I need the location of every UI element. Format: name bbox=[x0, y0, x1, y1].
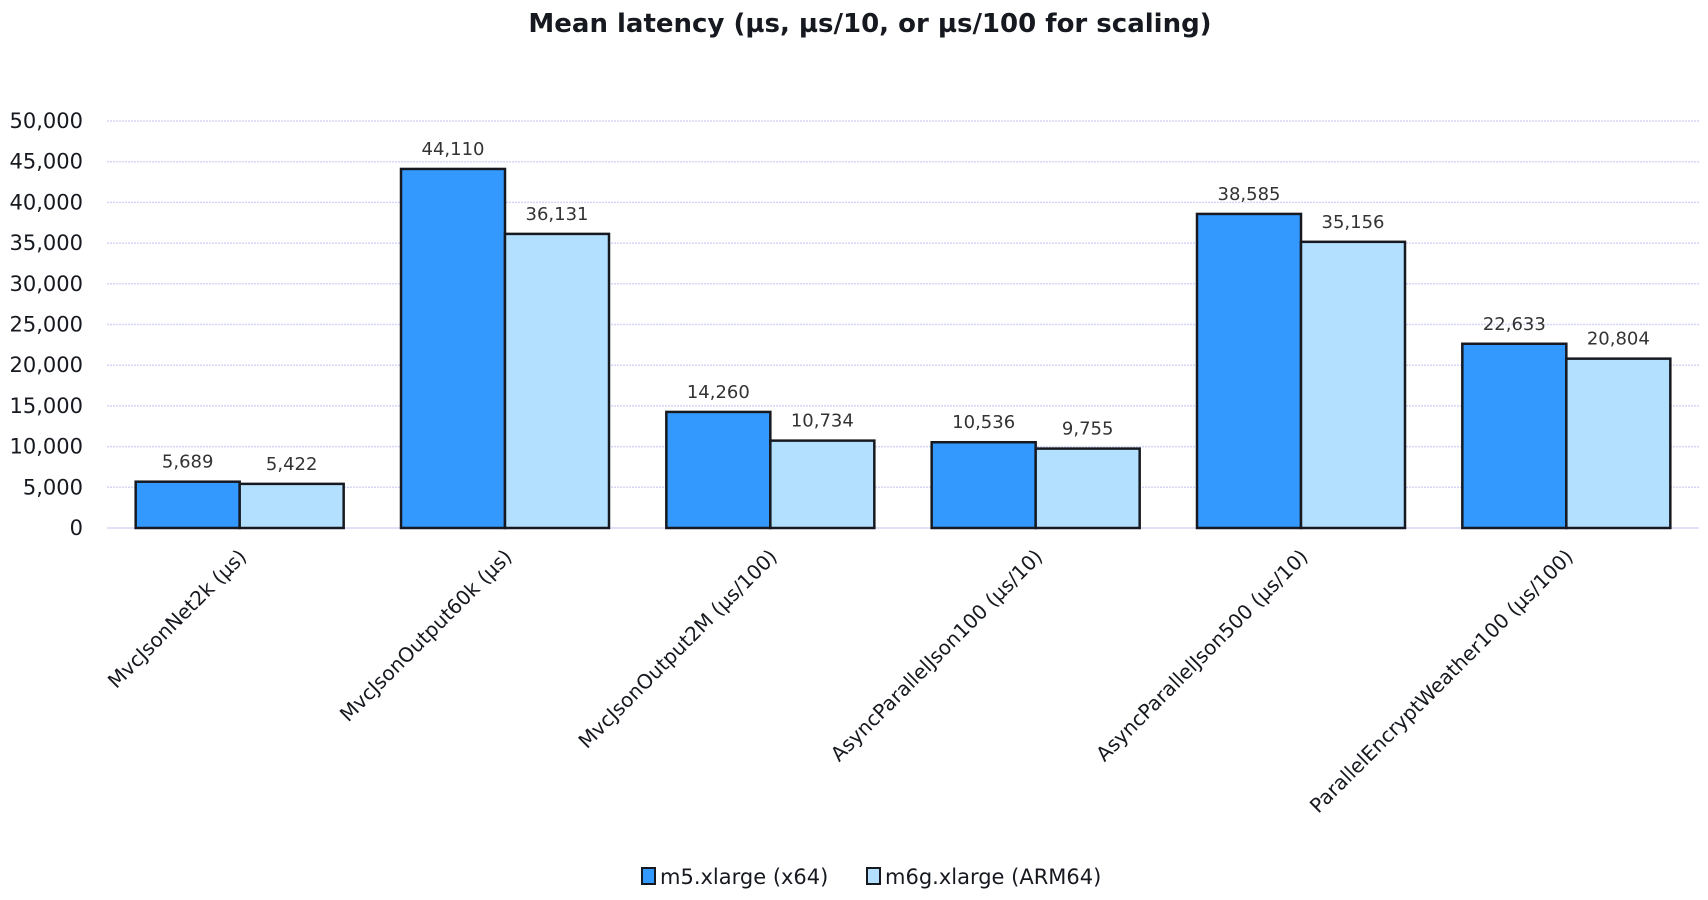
x-axis: MvcJsonNet2k (µs) MvcJsonOutput60k (µs) Mv… bbox=[103, 545, 1578, 818]
data-label: 44,110 bbox=[422, 139, 485, 160]
bars: 5,689 5,422 44,110 36,131 14,260 10,734 10,536… bbox=[134, 139, 1672, 530]
data-label: 5,689 bbox=[162, 452, 214, 473]
legend-swatch bbox=[641, 867, 656, 885]
bar-m6g bbox=[1565, 357, 1672, 530]
bar-m6g bbox=[1034, 447, 1141, 530]
legend-label: m5.xlarge (x64) bbox=[660, 865, 828, 889]
bar-m5 bbox=[399, 167, 507, 530]
y-tick-label: 35,000 bbox=[10, 231, 83, 255]
legend-label: m6g.xlarge (ARM64) bbox=[885, 865, 1101, 889]
bar-m6g bbox=[503, 232, 611, 530]
x-category-label: ParallelEncryptWeather100 (µs/100) bbox=[1305, 545, 1578, 818]
chart-title: Mean latency (µs, µs/10, or µs/100 for s… bbox=[528, 9, 1211, 39]
y-tick-label: 50,000 bbox=[10, 109, 83, 133]
bar-m6g bbox=[769, 439, 876, 530]
y-tick-label: 10,000 bbox=[10, 435, 83, 459]
data-label: 9,755 bbox=[1062, 419, 1114, 440]
y-axis: 0 5,000 10,000 15,000 20,000 25,000 30,000 35,0… bbox=[10, 109, 83, 540]
y-tick-label: 20,000 bbox=[10, 353, 83, 377]
gridlines bbox=[107, 120, 1699, 529]
data-label: 35,156 bbox=[1322, 212, 1385, 233]
data-label: 14,260 bbox=[687, 382, 750, 403]
x-category-label: MvcJsonOutput2M (µs/100) bbox=[573, 545, 781, 753]
x-category-label: AsyncParallelJson500 (µs/10) bbox=[1091, 545, 1312, 766]
data-label: 20,804 bbox=[1587, 329, 1650, 350]
bar-m5 bbox=[134, 480, 241, 530]
bar-m5 bbox=[930, 440, 1037, 530]
x-category-label: AsyncParallelJson100 (µs/10) bbox=[826, 545, 1047, 766]
legend-swatch bbox=[866, 867, 881, 885]
data-label: 10,536 bbox=[952, 412, 1015, 433]
y-tick-label: 25,000 bbox=[10, 313, 83, 337]
bar-m6g bbox=[1299, 240, 1407, 530]
y-tick-label: 0 bbox=[70, 516, 83, 540]
bar-m6g bbox=[238, 482, 345, 530]
data-label: 22,633 bbox=[1483, 314, 1546, 335]
data-label: 5,422 bbox=[266, 454, 318, 475]
data-label: 10,734 bbox=[791, 411, 854, 432]
bar-m5 bbox=[1195, 212, 1303, 530]
y-tick-label: 30,000 bbox=[10, 272, 83, 296]
bar-m5 bbox=[665, 410, 772, 530]
y-tick-label: 40,000 bbox=[10, 190, 83, 214]
bar-m5 bbox=[1461, 342, 1568, 530]
data-label: 38,585 bbox=[1218, 184, 1281, 205]
data-label: 36,131 bbox=[526, 204, 589, 225]
x-category-label: MvcJsonNet2k (µs) bbox=[103, 545, 251, 693]
x-category-label: MvcJsonOutput60k (µs) bbox=[335, 545, 517, 727]
legend: m5.xlarge (x64) m6g.xlarge (ARM64) bbox=[641, 865, 1101, 889]
y-tick-label: 45,000 bbox=[10, 150, 83, 174]
y-tick-label: 5,000 bbox=[23, 475, 83, 499]
y-tick-label: 15,000 bbox=[10, 394, 83, 418]
